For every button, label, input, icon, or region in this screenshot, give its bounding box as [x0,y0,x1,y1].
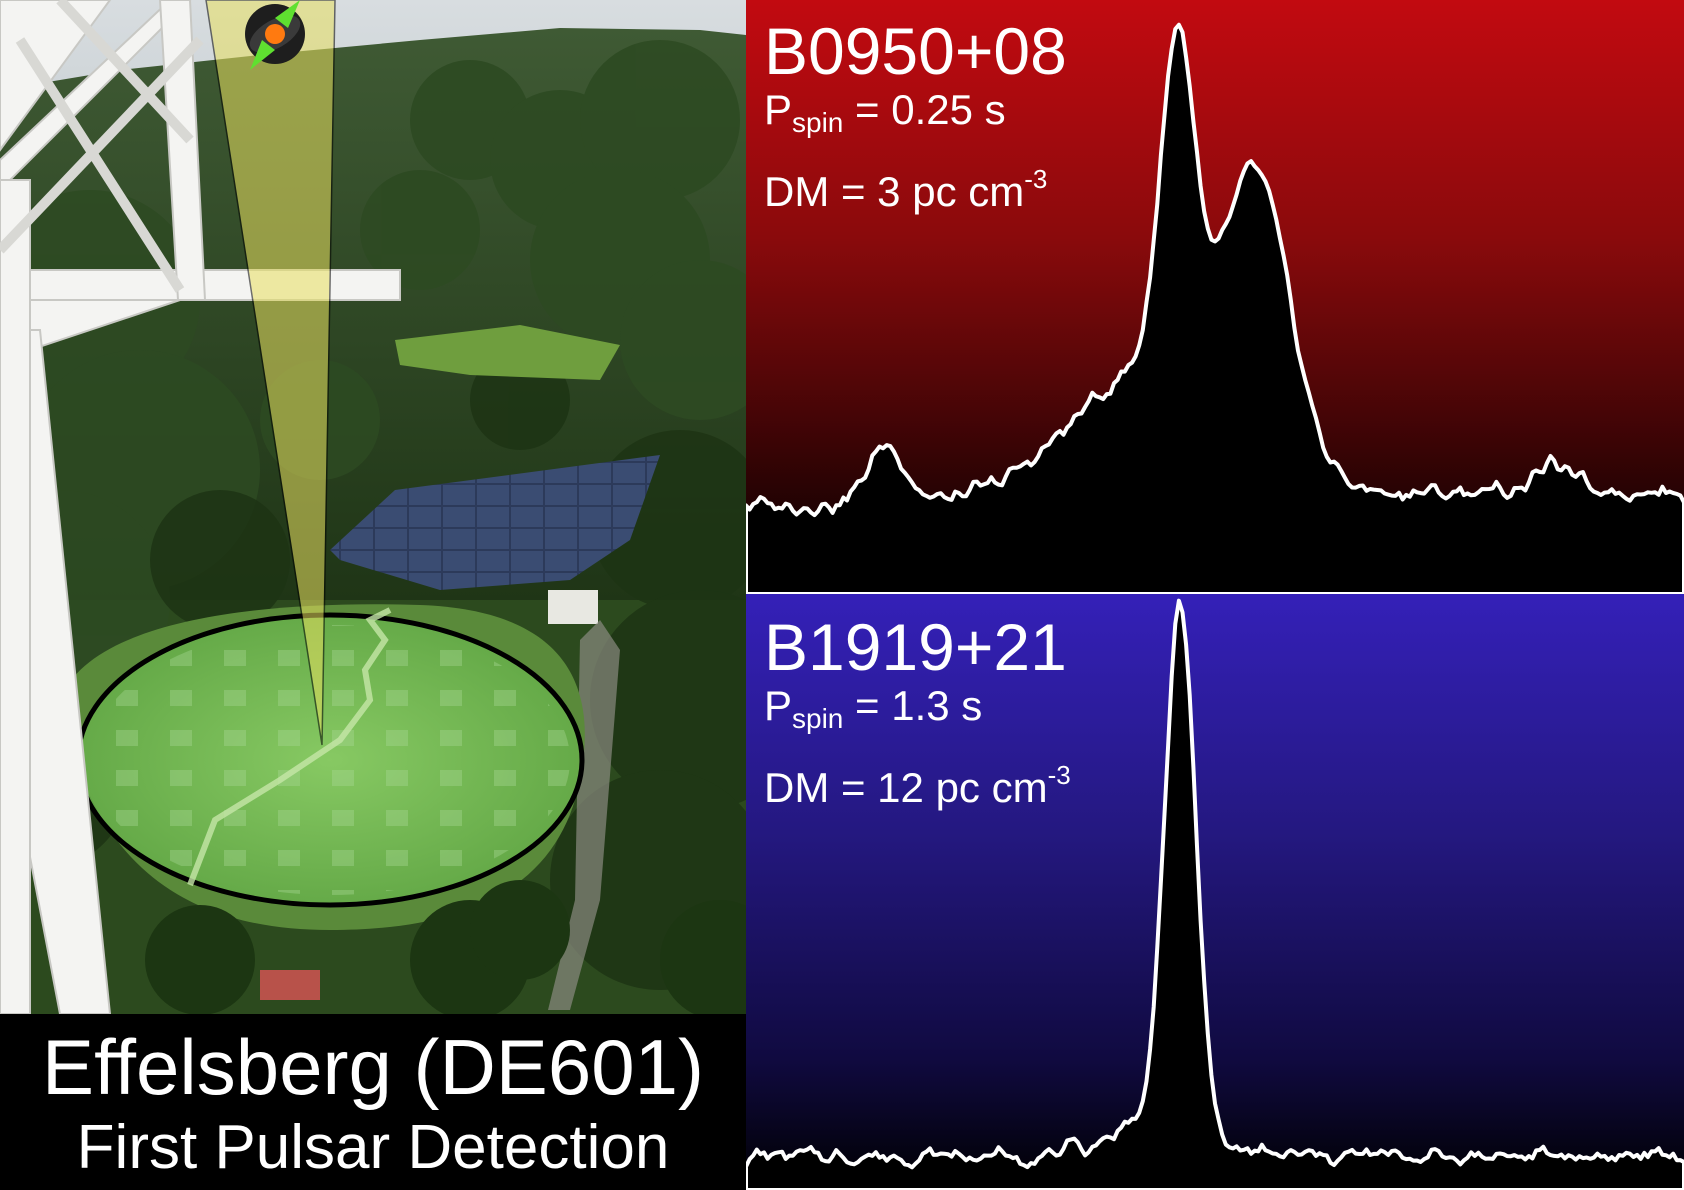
spin-period: Pspin = 1.3 s [764,682,983,734]
pulsar-name: B0950+08 [764,14,1067,88]
dispersion-measure: DM = 12 pc cm-3 [764,760,1071,811]
pulse-profile-plot-bottom [746,598,1684,1190]
pulse-profile-b0950 [746,22,1684,594]
detection-subtitle: First Pulsar Detection [76,1113,670,1182]
caption-box: Effelsberg (DE601) First Pulsar Detectio… [0,1014,746,1190]
station-photo: Effelsberg (DE601) First Pulsar Detectio… [0,0,746,1190]
pulsar-name: B1919+21 [764,610,1067,684]
dispersion-measure: DM = 3 pc cm-3 [764,164,1048,215]
aerial-photo-illustration [0,0,746,1020]
station-title: Effelsberg (DE601) [42,1023,704,1111]
pulsar-info-top: B0950+08 Pspin = 0.25 s DM = 3 pc cm-3 [764,16,1067,216]
pulsar-profile-panel-top: B0950+08 Pspin = 0.25 s DM = 3 pc cm-3 [746,0,1684,594]
pulse-profile-b1919 [746,598,1684,1190]
pulsar-profile-panel-bottom: B1919+21 Pspin = 1.3 s DM = 12 pc cm-3 [746,594,1684,1190]
spin-period: Pspin = 0.25 s [764,86,1006,138]
pulsar-info-bottom: B1919+21 Pspin = 1.3 s DM = 12 pc cm-3 [764,612,1071,812]
pulse-profile-plot-top [746,22,1684,594]
pulsar-icon [245,0,305,70]
